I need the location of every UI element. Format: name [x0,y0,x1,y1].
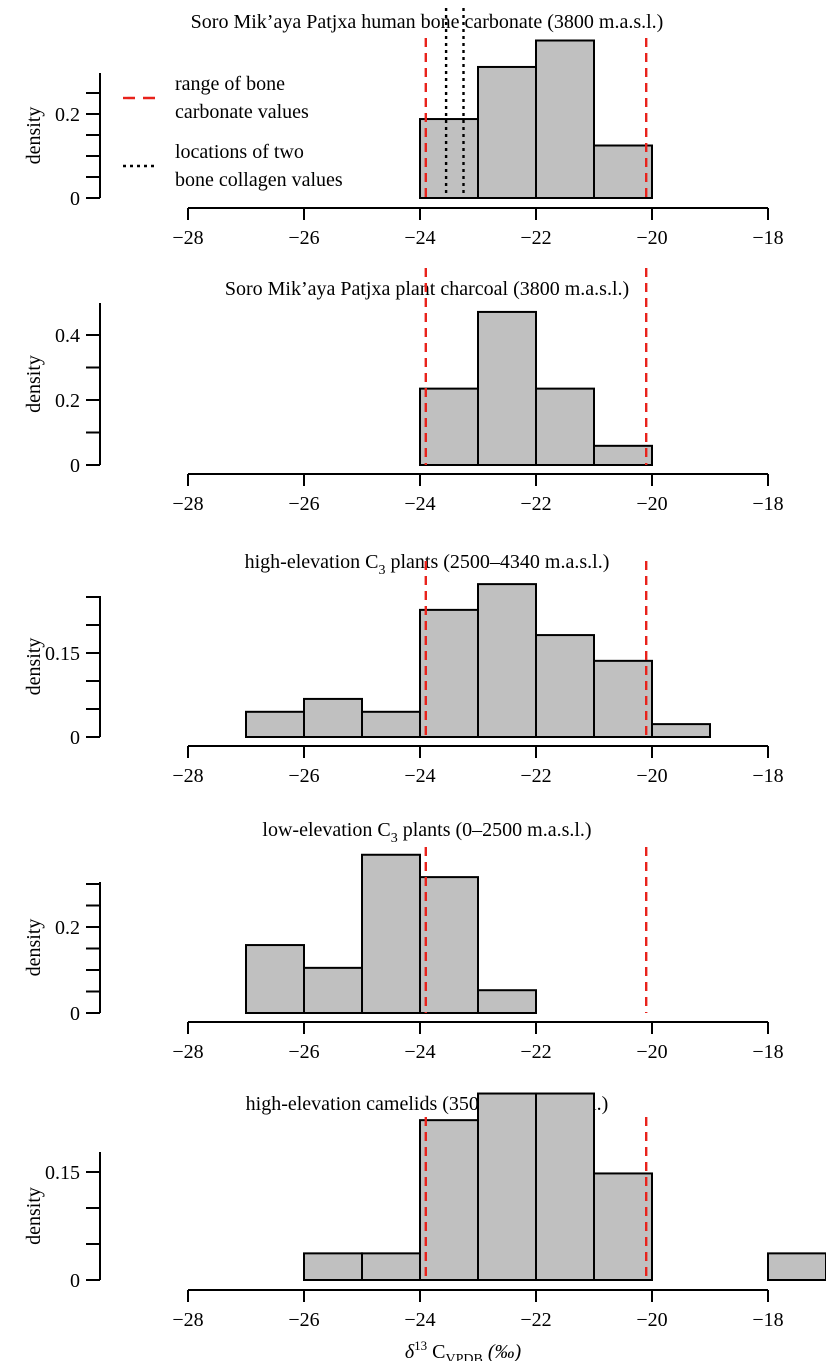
chart-panel-2: Soro Mik’aya Patjxa plant charcoal (3800… [23,268,784,515]
histogram-bar [535,39,595,199]
histogram-bar [535,634,595,739]
x-tick-label: −24 [404,765,435,787]
y-tick-label: 0.2 [55,104,80,126]
x-tick-label: −28 [172,1041,203,1063]
histogram-bar [245,944,305,1014]
x-tick-label: −22 [520,227,551,249]
y-axis-label: density [23,919,45,977]
x-tick-label: −22 [520,493,551,515]
histogram-bar [419,118,479,199]
y-tick-label: 0.15 [45,643,80,665]
histogram-bar [419,387,479,466]
chart-panel-1: Soro Mik’aya Patjxa human bone carbonate… [23,8,784,249]
x-tick-label: −26 [288,227,319,249]
y-tick-label: 0.15 [45,1162,80,1184]
x-tick-label: −20 [636,1309,667,1331]
x-tick-label: −20 [636,1041,667,1063]
x-tick-label: −26 [288,1041,319,1063]
x-tick-label: −28 [172,765,203,787]
legend-label: bone collagen values [175,169,343,191]
histogram-bar [593,659,653,739]
histogram-bar [361,710,421,738]
chart-title: low-elevation C3 plants (0–2500 m.a.s.l.… [262,819,591,846]
histogram-bar [477,65,537,199]
x-tick-label: −18 [752,1309,783,1331]
x-tick-label: −18 [752,493,783,515]
x-tick-label: −22 [520,1309,551,1331]
x-tick-label: −26 [288,1309,319,1331]
chart-panel-3: high-elevation C3 plants (2500–4340 m.a.… [23,551,784,787]
histogram-bar [477,989,537,1015]
x-tick-label: −24 [404,227,435,249]
x-tick-label: −18 [752,227,783,249]
histogram-bar [303,1252,363,1281]
chart-title: Soro Mik’aya Patjxa human bone carbonate… [191,11,664,33]
histogram-bar [767,1252,826,1281]
histogram-bar [651,723,711,738]
x-tick-label: −26 [288,765,319,787]
histogram-bar [593,1172,653,1281]
x-axis-label: δ13 CVPDB (‰) [405,1338,522,1361]
x-tick-label: −22 [520,765,551,787]
chart-panel-4: low-elevation C3 plants (0–2500 m.a.s.l.… [23,819,784,1063]
y-tick-label: 0 [70,1003,80,1025]
x-tick-label: −28 [172,493,203,515]
histogram-bar [419,1119,479,1282]
y-tick-label: 0 [70,727,80,749]
histogram-bar [303,966,363,1014]
x-tick-label: −18 [752,1041,783,1063]
histogram-bar [535,387,595,466]
y-tick-label: 0 [70,1270,80,1292]
x-tick-label: −28 [172,1309,203,1331]
y-tick-label: 0.4 [55,325,80,347]
histogram-bar [593,144,653,199]
histogram-bar [419,608,479,739]
legend-label: range of bone [175,73,285,95]
legend-label: locations of two [175,141,304,163]
histogram-bar [477,583,537,738]
y-axis-label: density [23,638,45,696]
y-axis-label: density [23,107,45,165]
legend-label: carbonate values [175,101,309,123]
histogram-bar [245,710,305,738]
histogram-bar [593,444,653,467]
y-axis-label: density [23,355,45,413]
histogram-bar [477,1092,537,1282]
x-tick-label: −28 [172,227,203,249]
x-tick-label: −24 [404,1041,435,1063]
y-tick-label: 0 [70,455,80,477]
y-axis-label: density [23,1187,45,1245]
chart-title: Soro Mik’aya Patjxa plant charcoal (3800… [225,278,629,300]
chart-title: high-elevation C3 plants (2500–4340 m.a.… [245,551,610,578]
x-tick-label: −26 [288,493,319,515]
y-tick-label: 0 [70,188,80,210]
x-tick-label: −18 [752,765,783,787]
x-tick-label: −20 [636,493,667,515]
x-tick-label: −20 [636,227,667,249]
histogram-bar [361,1252,421,1281]
histogram-bar [477,310,537,466]
histogram-bar [303,697,363,738]
chart-panel-5: high-elevation camelids (3500–4000 m.a.s… [23,1092,826,1361]
x-tick-label: −20 [636,765,667,787]
x-tick-label: −22 [520,1041,551,1063]
histogram-bar [535,1092,595,1282]
histogram-bar [361,853,421,1015]
x-tick-label: −24 [404,1309,435,1331]
y-tick-label: 0.2 [55,390,80,412]
y-tick-label: 0.2 [55,917,80,939]
histogram-bar [419,876,479,1014]
legend: range of bone carbonate values locations o… [123,73,343,191]
x-tick-label: −24 [404,493,435,515]
